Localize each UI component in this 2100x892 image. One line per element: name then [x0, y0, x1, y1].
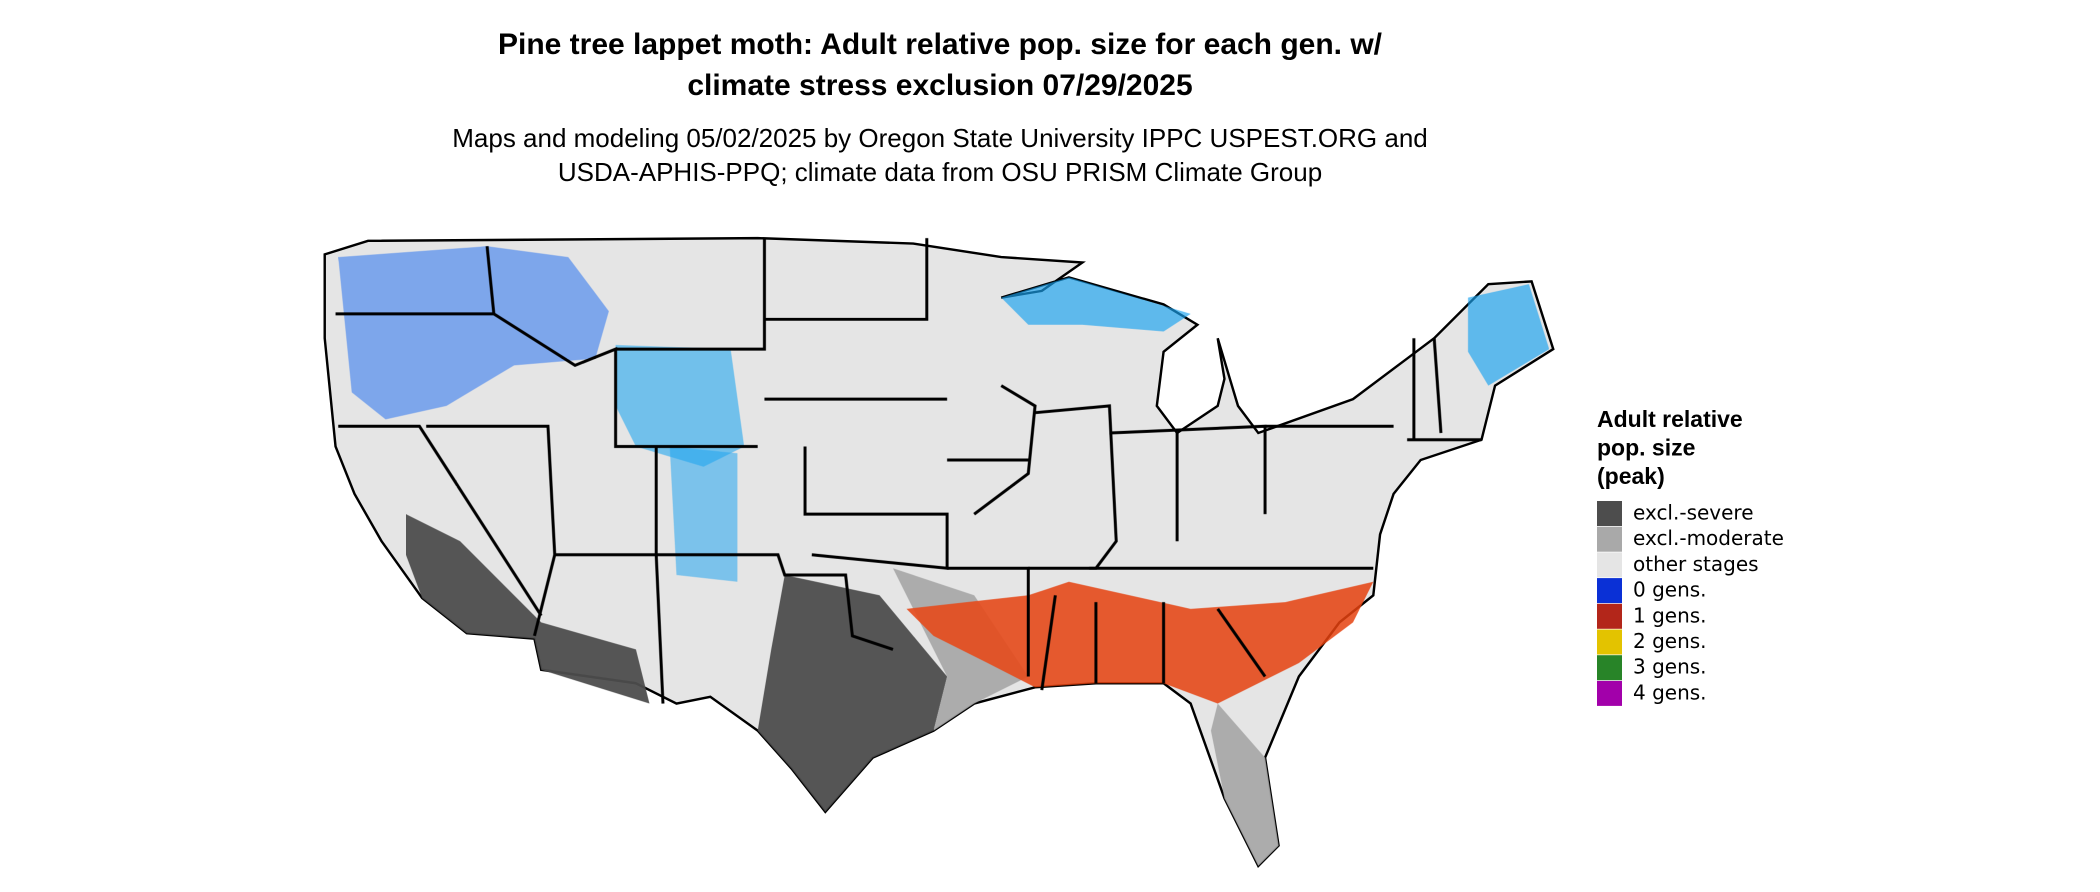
legend-label: 3 gens. [1633, 655, 1707, 679]
legend-label: excl.-severe [1633, 501, 1754, 525]
subtitle: Maps and modeling 05/02/2025 by Oregon S… [452, 123, 1428, 153]
legend-label: 0 gens. [1633, 578, 1707, 602]
subtitle: USDA-APHIS-PPQ; climate data from OSU PR… [558, 157, 1322, 187]
state-borders [335, 238, 1482, 704]
legend-swatch [1597, 578, 1622, 604]
map [323, 236, 1555, 868]
legend-title: Adult relative [1597, 406, 1743, 432]
legend-swatch [1597, 629, 1622, 655]
legend-swatch [1597, 501, 1622, 526]
legend-swatch [1597, 552, 1622, 578]
legend-label: 2 gens. [1633, 629, 1707, 653]
legend-label: 1 gens. [1633, 603, 1707, 627]
legend-label: excl.-moderate [1633, 526, 1784, 550]
title: Pine tree lappet moth: Adult relative po… [498, 28, 1383, 61]
legend-title: pop. size [1597, 435, 1695, 461]
legend-swatch [1597, 655, 1622, 681]
legend-title: (peak) [1597, 463, 1665, 489]
legend: Adult relative pop. size(peak) excl.-sever… [1597, 406, 1784, 706]
title: climate stress exclusion 07/29/2025 [687, 69, 1192, 102]
legend-swatch [1597, 603, 1622, 629]
legend-label: other stages [1633, 552, 1759, 576]
legend-swatch [1597, 526, 1622, 552]
legend-swatch [1597, 680, 1622, 706]
legend-label: 4 gens. [1633, 680, 1707, 704]
